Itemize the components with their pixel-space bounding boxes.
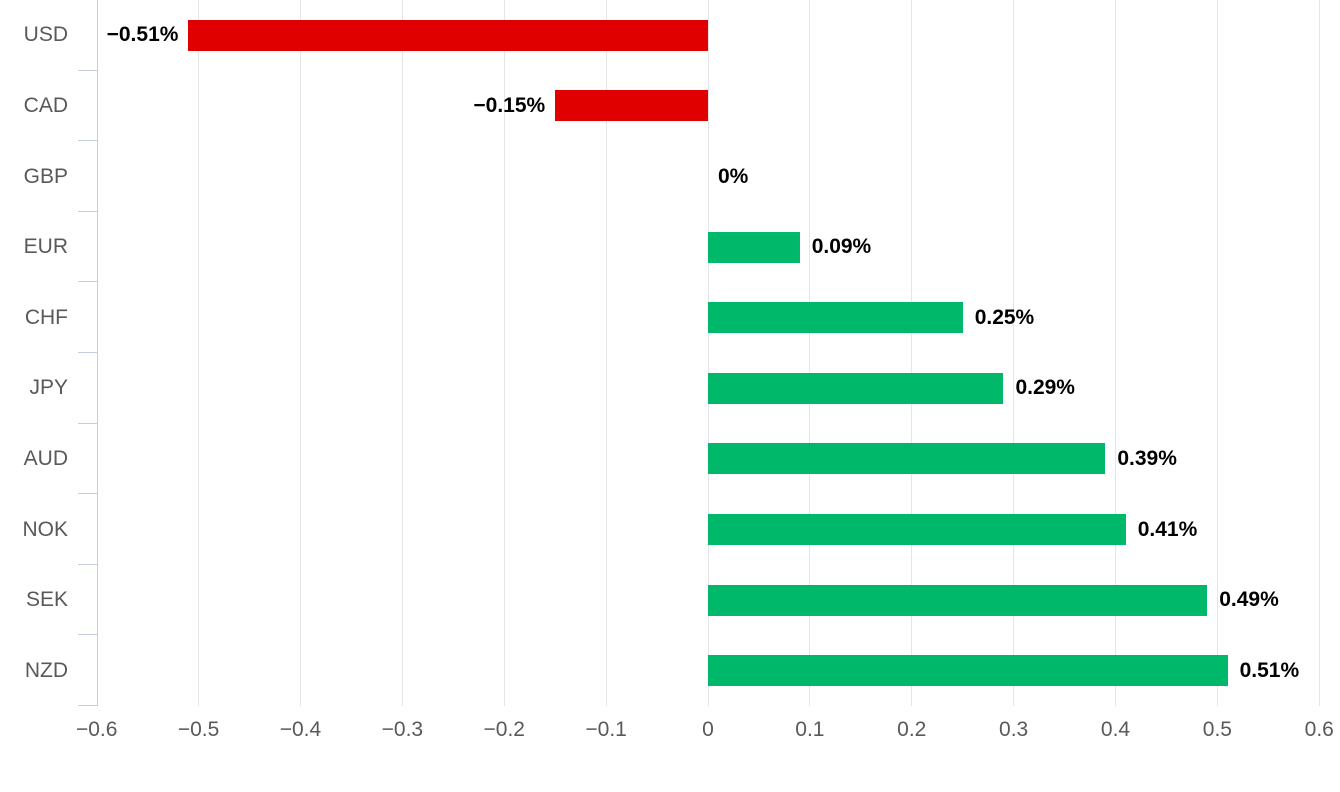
y-axis-tick — [77, 422, 97, 424]
x-tick-label: 0.6 — [1304, 718, 1334, 741]
value-label-sek: 0.49% — [1219, 588, 1279, 612]
y-axis-tick — [77, 210, 97, 212]
category-label-usd: USD — [23, 23, 68, 47]
value-label-eur: 0.09% — [811, 235, 872, 259]
bar-jpy — [708, 372, 1004, 404]
category-label-aud: AUD — [23, 446, 68, 470]
gridline — [605, 0, 607, 706]
category-label-sek: SEK — [25, 588, 68, 612]
x-tick-label: −0.4 — [279, 718, 322, 741]
gridline — [503, 0, 505, 706]
category-label-nzd: NZD — [24, 658, 68, 682]
y-axis-line — [96, 0, 98, 706]
value-label-chf: 0.25% — [974, 305, 1035, 329]
bar-eur — [708, 231, 800, 263]
category-label-chf: CHF — [24, 305, 68, 329]
bar-aud — [708, 443, 1106, 475]
category-label-nok: NOK — [22, 517, 68, 541]
gridline — [401, 0, 403, 706]
y-axis-tick — [77, 634, 97, 636]
category-label-gbp: GBP — [23, 164, 68, 188]
x-tick-label: −0.6 — [75, 718, 118, 741]
value-label-nzd: 0.51% — [1239, 658, 1300, 682]
x-tick-label: −0.2 — [483, 718, 525, 741]
x-tick-label: 0.3 — [999, 718, 1029, 741]
value-label-gbp: 0% — [718, 164, 749, 188]
x-tick-label: 0.4 — [1100, 718, 1131, 741]
value-label-cad: −0.15% — [473, 93, 546, 117]
bar-nok — [708, 514, 1126, 545]
value-label-nok: 0.41% — [1137, 517, 1198, 541]
y-axis-tick — [77, 563, 97, 565]
gridline — [1115, 0, 1117, 706]
x-tick-label: −0.5 — [177, 718, 220, 741]
y-axis-tick — [77, 352, 97, 353]
x-tick-label: −0.1 — [585, 718, 627, 741]
bar-usd — [188, 19, 708, 51]
x-tick-label: 0 — [702, 718, 714, 741]
category-label-cad: CAD — [23, 93, 68, 117]
gridline — [1216, 0, 1218, 706]
gridline — [1318, 0, 1320, 706]
value-label-jpy: 0.29% — [1015, 376, 1075, 400]
category-label-eur: EUR — [23, 235, 68, 259]
category-label-jpy: JPY — [29, 376, 68, 400]
bar-sek — [708, 584, 1208, 616]
y-axis-tick — [77, 705, 97, 706]
gridline — [911, 0, 913, 706]
x-tick-label: 0.2 — [897, 718, 927, 741]
y-axis-tick — [77, 69, 97, 71]
gridline — [809, 0, 811, 706]
x-tick-label: −0.3 — [381, 718, 424, 741]
gridline — [299, 0, 301, 706]
y-axis-tick — [77, 493, 97, 495]
gridline — [198, 0, 200, 706]
gridline — [1013, 0, 1015, 706]
bar-nzd — [708, 655, 1228, 687]
y-axis-tick — [77, 281, 97, 283]
y-axis-tick — [77, 140, 97, 142]
value-label-usd: −0.51% — [106, 23, 179, 47]
gridline — [707, 0, 709, 706]
bar-chf — [708, 302, 963, 334]
bar-cad — [555, 90, 708, 122]
x-tick-label: 0.5 — [1202, 718, 1232, 741]
x-tick-label: 0.1 — [795, 718, 825, 741]
value-label-aud: 0.39% — [1117, 446, 1177, 470]
